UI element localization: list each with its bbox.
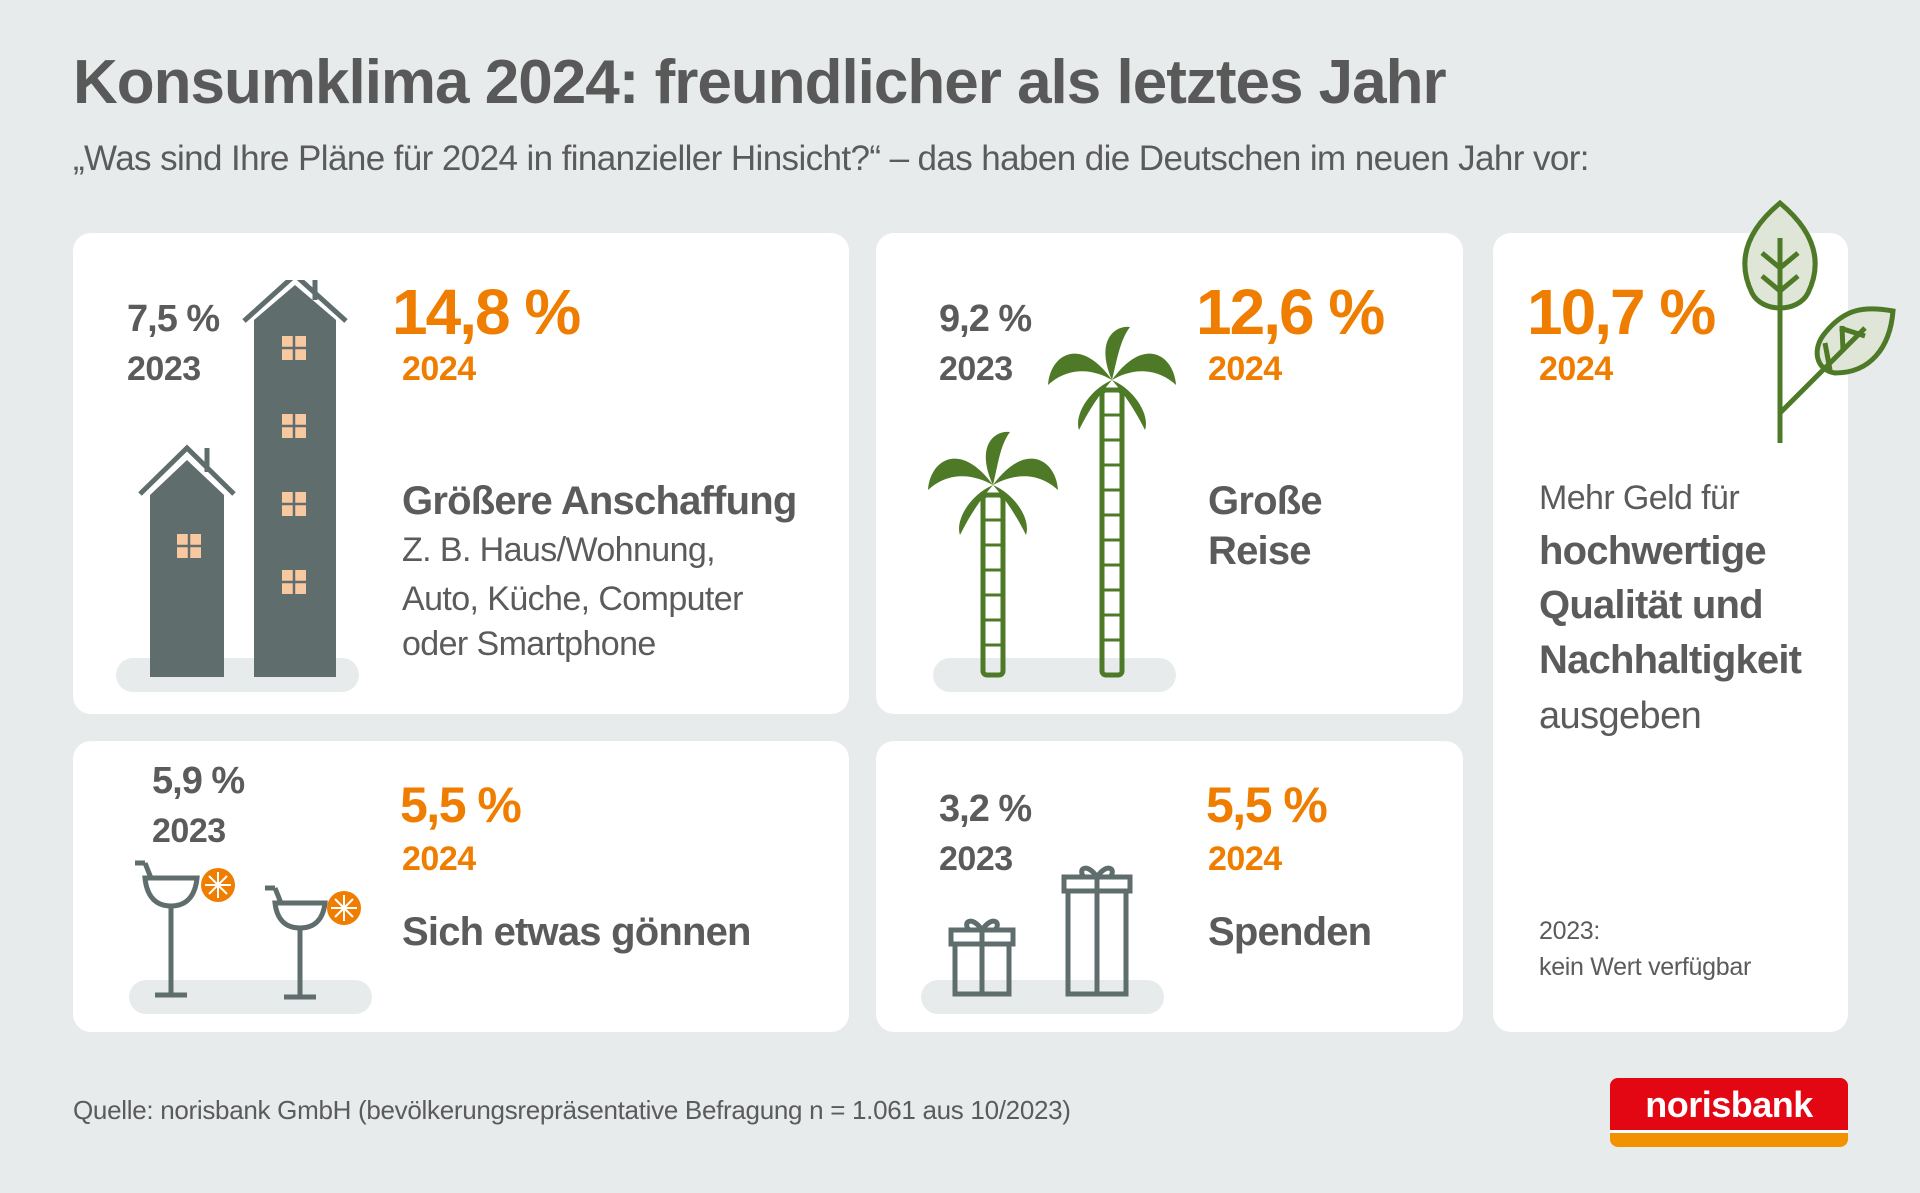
gift-boxes-icon [921, 865, 1164, 1014]
year-2024: 2024 [1539, 350, 1613, 388]
value-2024: 5,5 % [1206, 777, 1328, 833]
card-label-post: ausgeben [1539, 695, 1702, 737]
card-label: Große [1208, 479, 1323, 523]
card-desc-line: oder Smartphone [402, 625, 656, 663]
value-2023: 5,9 % [152, 760, 245, 802]
value-2024: 12,6 % [1196, 276, 1385, 348]
year-2023: 2023 [939, 840, 1013, 878]
norisbank-logo: norisbank [1610, 1078, 1848, 1147]
year-2024: 2024 [402, 350, 476, 388]
card-label-bold: Nachhaltigkeit [1539, 638, 1802, 682]
page-title: Konsumklima 2024: freundlicher als letzt… [73, 48, 1447, 117]
card-label: Spenden [1208, 910, 1372, 954]
card-label: Sich etwas gönnen [402, 910, 751, 954]
value-2024: 5,5 % [400, 777, 522, 833]
card-label-bold: Qualität und [1539, 583, 1764, 627]
value-2024: 10,7 % [1527, 276, 1716, 348]
year-2023: 2023 [127, 350, 201, 388]
year-2024: 2024 [1208, 840, 1282, 878]
year-2024: 2024 [402, 840, 476, 878]
card-label: Größere Anschaffung [402, 479, 797, 523]
houses-icon [116, 280, 359, 692]
palm-trees-icon [928, 326, 1176, 692]
year-2023: 2023 [939, 350, 1013, 388]
value-2023: 7,5 % [127, 298, 220, 340]
card-quality-sustainability [1493, 233, 1848, 1032]
card-label: Reise [1208, 529, 1312, 573]
card-label-pre: Mehr Geld für [1539, 479, 1740, 517]
card-desc-line: Z. B. Haus/Wohnung, [402, 531, 716, 569]
note-text: kein Wert verfügbar [1539, 953, 1751, 981]
value-2024: 14,8 % [392, 276, 581, 348]
value-2023: 3,2 % [939, 788, 1032, 830]
cocktail-glasses-icon [129, 860, 372, 1014]
year-2024: 2024 [1208, 350, 1282, 388]
source-note: Quelle: norisbank GmbH (bevölkerungsrepr… [73, 1095, 1071, 1125]
year-2023: 2023 [152, 812, 226, 850]
value-2023: 9,2 % [939, 298, 1032, 340]
logo-text: norisbank [1645, 1084, 1813, 1125]
card-label-bold: hochwertige [1539, 529, 1767, 573]
note-year: 2023: [1539, 917, 1601, 945]
card-desc-line: Auto, Küche, Computer [402, 580, 743, 618]
page-subtitle: „Was sind Ihre Pläne für 2024 in finanzi… [73, 139, 1590, 178]
leaves-icon [1742, 199, 1896, 443]
